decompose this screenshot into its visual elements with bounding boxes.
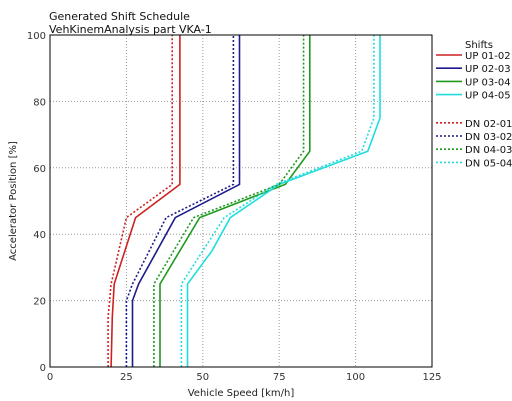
legend: Shifts UP 01-02 UP 02-03 UP 03-04 UP 04-05 D… [436,40,512,169]
series-line-dn-04-03 [153,35,305,367]
chart-title: Generated Shift Schedule [49,10,190,23]
legend-label-dn-05-04: DN 05-04 [465,158,512,169]
chart-subtitle: VehKinemAnalysis part VKA-1 [49,23,212,36]
legend-label-up-03-04: UP 03-04 [465,77,511,88]
plot-frame [49,34,433,368]
series-line-up-02-03 [131,35,241,367]
x-tick-label: 125 [422,372,441,383]
legend-label-dn-03-02: DN 03-02 [465,132,512,143]
y-tick-label: 20 [33,297,46,308]
legend-title: Shifts [465,40,493,51]
series-line-dn-05-04 [180,35,375,367]
series-line-up-01-02 [110,35,181,368]
series-line-up-04-05 [186,35,381,367]
x-tick-label: 25 [120,372,133,383]
series-group [107,35,381,368]
legend-label-up-04-05: UP 04-05 [465,91,511,102]
legend-label-dn-04-03: DN 04-03 [465,145,512,156]
legend-label-up-01-02: UP 01-02 [465,51,511,62]
y-axis-label: Accelerator Position [%] [8,141,19,261]
x-axis-label: Vehicle Speed [km/h] [188,388,295,399]
x-tick-label: 50 [196,372,209,383]
y-tick-label: 100 [27,31,46,42]
y-tick-label: 80 [33,97,46,108]
x-tick-label: 75 [273,372,286,383]
y-tick-label: 0 [40,363,46,374]
series-line-dn-02-01 [107,35,173,367]
x-tick-label: 0 [47,372,53,383]
y-tick-label: 60 [33,164,46,175]
x-tick-label: 100 [346,372,365,383]
tick-labels: 0 25 50 75 100 125 0 20 40 60 80 100 [27,31,442,383]
legend-label-dn-02-01: DN 02-01 [465,119,512,130]
series-line-dn-03-02 [125,35,235,367]
y-tick-label: 40 [33,230,46,241]
legend-label-up-02-03: UP 02-03 [465,64,511,75]
series-line-up-03-04 [159,35,311,367]
